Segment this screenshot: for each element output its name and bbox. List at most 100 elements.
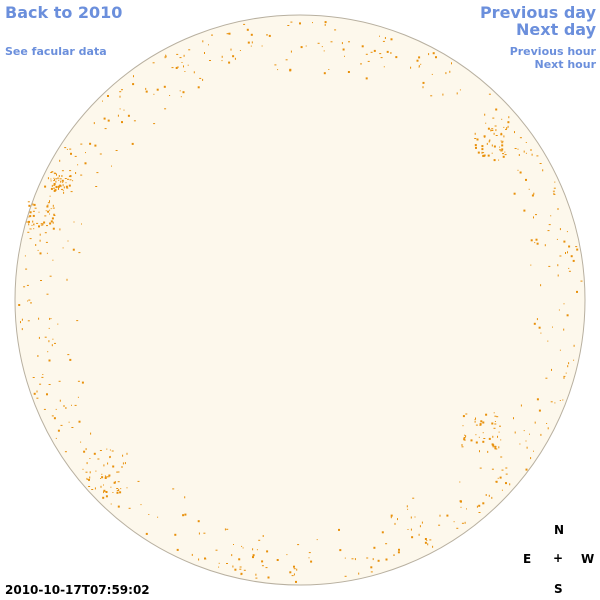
facula: [370, 566, 373, 569]
facula: [531, 194, 534, 197]
facula: [85, 471, 88, 473]
facula: [407, 508, 409, 510]
facula: [38, 211, 40, 213]
facula: [145, 87, 147, 90]
facula: [184, 496, 186, 499]
facula: [495, 135, 498, 136]
next-day-link[interactable]: Next day: [516, 20, 596, 39]
facula: [230, 48, 232, 51]
facula: [483, 438, 486, 439]
facula: [252, 556, 254, 559]
facula: [85, 448, 87, 451]
next-hour-link[interactable]: Next hour: [534, 58, 597, 71]
facula: [557, 264, 559, 267]
facula: [252, 554, 255, 557]
facula: [26, 284, 29, 286]
facula: [103, 489, 106, 492]
facula: [68, 184, 71, 187]
facula: [116, 488, 119, 489]
facula: [240, 572, 243, 575]
facula: [482, 432, 484, 434]
facula: [431, 73, 433, 75]
facula: [122, 454, 124, 457]
facula: [163, 85, 166, 88]
facula: [317, 42, 320, 44]
facula: [179, 57, 182, 59]
facula: [107, 462, 109, 465]
facula: [568, 267, 570, 269]
facula: [66, 278, 68, 281]
facula: [321, 46, 323, 48]
facula: [176, 53, 179, 55]
facula: [49, 275, 52, 277]
facula: [53, 215, 56, 216]
facula: [148, 514, 150, 515]
facula: [491, 468, 494, 470]
facula: [20, 321, 21, 324]
facula: [119, 91, 122, 93]
facula: [181, 62, 183, 63]
facula: [89, 476, 91, 479]
facula: [86, 462, 88, 465]
facula: [508, 116, 510, 119]
facula: [494, 421, 496, 422]
facula: [226, 563, 228, 564]
facula: [50, 220, 53, 223]
facula: [188, 49, 191, 51]
facula: [40, 224, 43, 226]
facula: [465, 413, 468, 415]
facula: [57, 177, 60, 179]
facula: [433, 52, 434, 54]
facula: [563, 376, 565, 379]
facula: [228, 61, 231, 64]
facula: [285, 59, 288, 61]
facula: [424, 541, 427, 544]
facula: [568, 270, 571, 272]
facular-link[interactable]: See facular data: [5, 45, 107, 58]
facula: [48, 359, 51, 362]
facula: [289, 571, 292, 574]
facula: [474, 138, 477, 139]
facula: [530, 457, 532, 460]
facula: [481, 148, 484, 151]
facula: [86, 478, 89, 480]
facula: [300, 46, 303, 49]
facula: [552, 190, 555, 192]
facula: [102, 496, 105, 499]
facula: [117, 505, 120, 508]
facula: [509, 483, 511, 486]
facula: [361, 45, 364, 48]
facula: [53, 189, 56, 192]
facula: [68, 421, 70, 423]
facula: [33, 203, 36, 206]
facula: [59, 228, 61, 231]
facula: [500, 132, 502, 135]
facula: [523, 430, 525, 432]
facula: [157, 516, 159, 518]
facula: [51, 344, 53, 347]
facula: [23, 286, 26, 288]
facula: [493, 159, 496, 162]
previous-day-link[interactable]: Previous day: [479, 3, 596, 22]
facula: [93, 122, 95, 125]
back-link[interactable]: Back to 2010: [5, 3, 123, 22]
previous-hour-link[interactable]: Previous hour: [509, 45, 596, 58]
facula: [39, 239, 41, 242]
facula: [496, 416, 499, 418]
facula: [55, 178, 58, 180]
facula: [460, 500, 462, 503]
facula: [492, 444, 495, 447]
facula: [72, 180, 74, 182]
facula: [386, 50, 389, 53]
facula: [488, 140, 490, 143]
facula: [95, 186, 98, 187]
facula: [418, 56, 421, 59]
facula: [567, 251, 568, 254]
facula: [533, 322, 536, 325]
facula: [499, 476, 502, 479]
facula: [49, 200, 50, 203]
facula: [262, 535, 264, 537]
facula: [551, 368, 552, 371]
facula: [58, 380, 61, 382]
facula: [525, 178, 527, 181]
